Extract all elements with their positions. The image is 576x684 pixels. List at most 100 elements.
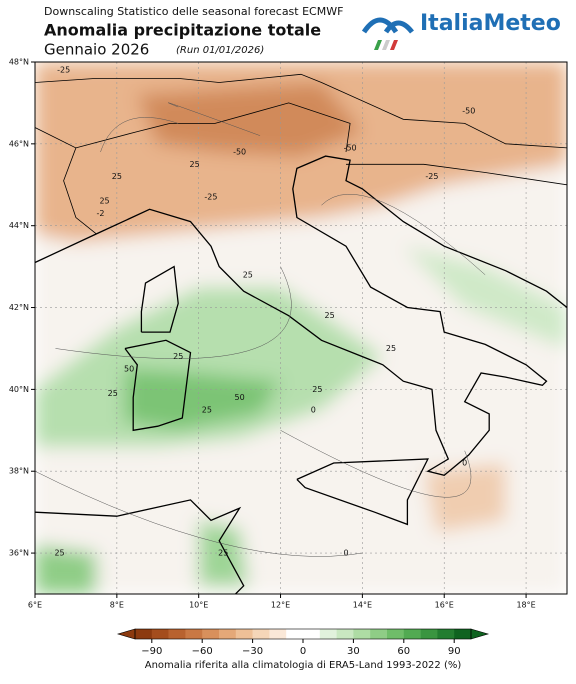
colorbar-bin: [168, 629, 186, 639]
colorbar-bin: [286, 629, 304, 639]
colorbar-bin: [185, 629, 203, 639]
colorbar-bin: [370, 629, 388, 639]
contour-label: 25: [325, 311, 335, 320]
axes: 6°E 8°E 10°E 12°E 14°E 16°E 18°E 36°N 38°N 40°N 42…: [9, 58, 536, 610]
colorbar-tick-label: 0: [300, 646, 306, 657]
logo: ItaliaMeteo: [361, 11, 561, 50]
colorbar-bin: [420, 629, 438, 639]
logo-text: ItaliaMeteo: [420, 11, 561, 36]
colorbar-bin: [151, 629, 169, 639]
colorbar-bin: [303, 629, 321, 639]
wet-tunisia: [198, 520, 248, 586]
contour-label: 50: [124, 364, 134, 373]
colorbar-bin: [437, 629, 455, 639]
contour-label: 0: [343, 549, 348, 558]
contour-label: 50: [235, 393, 245, 402]
x-tick-label: 10°E: [189, 601, 208, 610]
contour: [280, 430, 472, 498]
coastline: [296, 458, 429, 526]
map-frame: [34, 61, 568, 595]
wet-area: [35, 287, 383, 447]
run-date: (Run 01/01/2026): [176, 45, 264, 56]
colorbar-tick-label: 30: [347, 646, 360, 657]
contour-label: 0: [462, 459, 467, 468]
contour-label: 25: [243, 270, 253, 279]
colorbar-label: Anomalia riferita alla climatologia di E…: [145, 660, 462, 671]
colorbar-bin: [336, 629, 354, 639]
colorbar-extend-low: [116, 628, 136, 640]
colorbar-tick-label: −60: [192, 646, 213, 657]
y-tick-label: 44°N: [9, 221, 29, 230]
contour-label: 25: [386, 344, 396, 353]
border: [35, 73, 567, 149]
x-tick-label: 6°E: [28, 601, 42, 610]
contour: [167, 102, 261, 136]
contour-label: 25: [202, 405, 212, 414]
colorbar-tick-label: 90: [448, 646, 461, 657]
contour-label: 25: [312, 385, 322, 394]
period: Gennaio 2026: [44, 41, 149, 59]
dry-east: [423, 463, 506, 533]
colorbar-tick-label: −90: [141, 646, 162, 657]
y-tick-label: 42°N: [9, 303, 29, 312]
y-tick-label: 40°N: [9, 385, 29, 394]
subtitle: Downscaling Statistico delle seasonal fo…: [44, 5, 343, 18]
colorbar-bin: [269, 629, 287, 639]
anomaly-field: [35, 62, 567, 594]
dry-core: [137, 82, 363, 157]
contour-label: 0: [311, 405, 316, 414]
contour-label: -50: [462, 107, 475, 116]
wet-south: [35, 544, 97, 594]
title: Anomalia precipitazione totale: [44, 21, 321, 40]
y-tick-label: 36°N: [9, 549, 29, 558]
x-tick-label: 14°E: [353, 601, 372, 610]
colorbar-bin: [219, 629, 237, 639]
contour-label: 25: [108, 389, 118, 398]
contour: [35, 471, 363, 557]
colorbar-bin: [387, 629, 405, 639]
contour: [55, 266, 292, 359]
colorbar-tick-label: −30: [242, 646, 263, 657]
contour-label: -25: [204, 193, 217, 202]
colorbar-bin: [353, 629, 371, 639]
contour: [321, 193, 486, 275]
contour-label: -50: [233, 148, 246, 157]
colorbar-bin: [454, 629, 472, 639]
colorbar: −90 −60 −30 0 30 60 90 Anomalia riferita alla c…: [116, 628, 490, 671]
coastline: [35, 155, 567, 477]
colorbar-bin: [403, 629, 421, 639]
contour-label: 25: [218, 549, 228, 558]
colorbar-bin: [202, 629, 220, 639]
contour-label: -2: [96, 209, 104, 218]
contour: [100, 117, 179, 153]
x-tick-label: 12°E: [271, 601, 290, 610]
colorbar-bin: [319, 629, 337, 639]
colorbar-bin: [235, 629, 253, 639]
colorbar-bin: [252, 629, 270, 639]
y-tick-label: 38°N: [9, 467, 29, 476]
y-tick-label: 46°N: [9, 139, 29, 148]
contour-label: 25: [190, 160, 200, 169]
coastline: [124, 339, 192, 432]
border: [346, 163, 567, 186]
colorbar-tick-label: 60: [397, 646, 410, 657]
contour-label: -50: [344, 143, 357, 152]
contour-label: 25: [99, 197, 109, 206]
coastline: [140, 265, 179, 333]
contour-label: 25: [54, 549, 64, 558]
x-tick-label: 8°E: [110, 601, 124, 610]
y-tick-label: 48°N: [9, 58, 29, 67]
contour-label: 25: [173, 352, 183, 361]
x-tick-label: 16°E: [435, 601, 454, 610]
map: -25 -50 -50 -50 -25 25 25 -25 -2 0 0 25 25 25 25 50 25 25…: [35, 62, 567, 594]
wet-core: [125, 368, 281, 431]
x-tick-label: 18°E: [516, 601, 535, 610]
border: [75, 102, 351, 153]
colorbar-bin: [135, 629, 153, 639]
contour-label: -25: [57, 66, 70, 75]
contour-label: 25: [112, 172, 122, 181]
border: [35, 127, 97, 235]
contour-label: -25: [425, 172, 438, 181]
